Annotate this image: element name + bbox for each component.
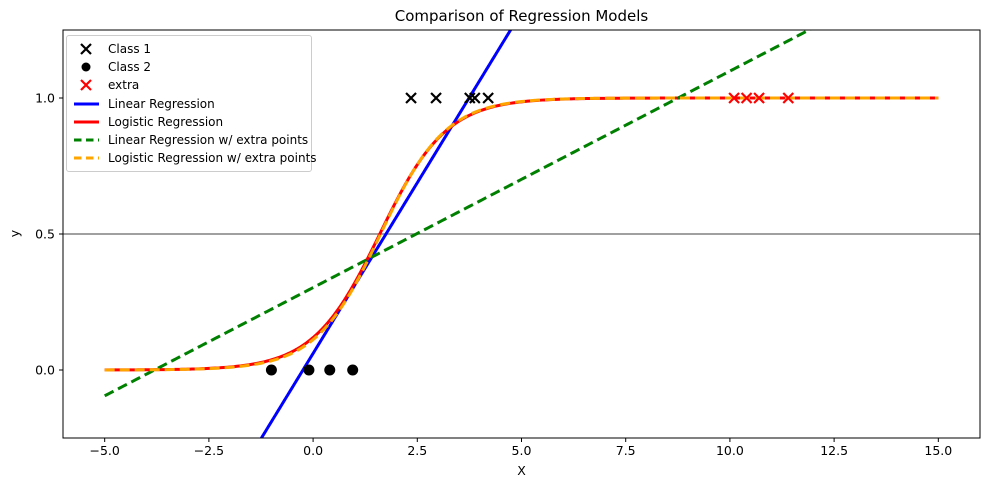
legend-label: Linear Regression w/ extra points — [108, 133, 309, 148]
legend-handle — [67, 133, 105, 147]
class-1-x-marker — [469, 92, 481, 104]
legend-line-dashed-icon — [73, 156, 99, 160]
legend-item-linear-regression: Linear Regression — [67, 95, 311, 113]
legend-label: Class 2 — [108, 60, 152, 75]
x-tick-label: −2.5 — [194, 443, 224, 458]
x-tick-label: 10.0 — [716, 443, 744, 458]
y-axis-label: y — [7, 229, 23, 238]
x-tick-label: −5.0 — [90, 443, 120, 458]
legend-x-marker-icon — [80, 79, 92, 92]
y-tick-label: 0.5 — [35, 227, 55, 242]
extra-x-marker — [782, 92, 795, 104]
class-1-x-marker — [464, 92, 476, 104]
legend-line-solid-icon — [73, 120, 99, 124]
class-2-dot-marker — [324, 364, 336, 376]
x-tick-label: 12.5 — [820, 443, 848, 458]
legend-handle — [67, 115, 105, 129]
legend-label: Class 1 — [108, 42, 152, 57]
legend-handle — [67, 78, 105, 92]
extra-x-marker — [740, 92, 753, 104]
y-tick-label: 0.0 — [35, 363, 55, 378]
legend-item-logistic-regression: Logistic Regression — [67, 113, 311, 131]
extra-x-marker — [728, 92, 740, 104]
chart-title: Comparison of Regression Models — [394, 7, 649, 25]
x-tick-label: 7.5 — [616, 443, 636, 458]
legend-handle — [67, 151, 105, 165]
class-2-points — [265, 364, 359, 376]
x-axis-label: X — [517, 463, 526, 478]
legend: Class 1 Class 2 extra Linear Regression Logi… — [66, 35, 317, 173]
x-tick-label: 5.0 — [512, 443, 532, 458]
extra-x-marker — [753, 92, 765, 104]
legend-handle — [67, 42, 105, 56]
x-tick-label: 15.0 — [924, 443, 952, 458]
legend-x-marker-icon — [80, 43, 92, 55]
extra-points — [728, 92, 795, 104]
legend-line-solid-icon — [73, 102, 99, 106]
logistic-regression-w-extra-points-line — [104, 96, 939, 372]
linear-regression-w-extra-points-line — [103, 30, 813, 398]
legend-label: Logistic Regression — [108, 114, 224, 129]
legend-label: Logistic Regression w/ extra points — [108, 151, 317, 166]
legend-label: Linear Regression — [108, 96, 215, 111]
x-tick-label: 2.5 — [407, 443, 427, 458]
class-2-dot-marker — [303, 364, 315, 376]
legend-handle — [67, 60, 105, 74]
class-1-x-marker — [430, 92, 442, 104]
class-2-dot-marker — [265, 364, 277, 376]
class-2-dot-marker — [347, 364, 359, 376]
legend-item-class-1: Class 1 — [67, 40, 311, 58]
model-curves — [103, 30, 939, 438]
legend-dot-marker-icon — [81, 62, 91, 72]
legend-item-logistic-regression-w-extra-points: Logistic Regression w/ extra points — [67, 149, 317, 167]
legend-item-linear-regression-w-extra-points: Linear Regression w/ extra points — [67, 131, 311, 149]
class-1-x-marker — [405, 92, 417, 104]
class-1-x-marker — [482, 92, 494, 104]
legend-item-class-2: Class 2 — [67, 58, 311, 76]
legend-line-dashed-icon — [73, 138, 99, 142]
legend-label: extra — [108, 78, 140, 93]
legend-handle — [67, 97, 105, 111]
class-1-points — [405, 92, 494, 104]
x-tick-label: 0.0 — [303, 443, 323, 458]
legend-item-extra: extra — [67, 76, 311, 94]
y-tick-label: 1.0 — [35, 91, 55, 106]
